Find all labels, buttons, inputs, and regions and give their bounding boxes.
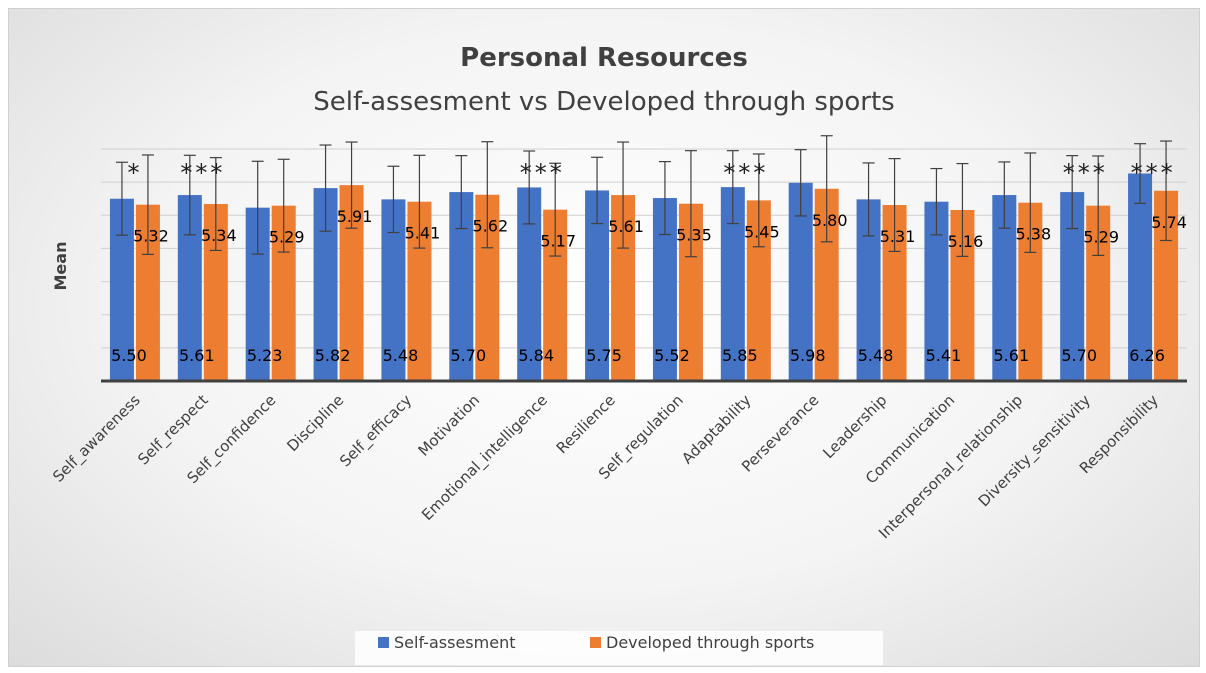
error-bars (115, 135, 1173, 258)
error-bar-self-assesment-discipline (319, 144, 332, 232)
x-tick-label-motivation: Motivation (415, 391, 484, 460)
error-bar-developed-through-sports-adaptability (752, 153, 765, 248)
data-label-developed-through-sports-self-awareness: 5.32 (133, 227, 169, 246)
data-label-self-assesment-emotional-intelligence: 5.84 (518, 346, 554, 365)
data-label-self-assesment-interpersonal-relationship: 5.61 (994, 346, 1030, 365)
data-label-self-assesment-self-respect: 5.61 (179, 346, 215, 365)
data-label-developed-through-sports-resilience: 5.61 (608, 217, 644, 236)
error-bar-self-assesment-resilience (591, 156, 604, 225)
error-bar-self-assesment-motivation (455, 155, 468, 230)
error-bar-developed-through-sports-self-efficacy (413, 154, 426, 249)
chart-title: Personal Resources (460, 43, 748, 73)
data-label-developed-through-sports-leadership: 5.31 (880, 227, 916, 246)
error-bar-developed-through-sports-leadership (888, 158, 901, 253)
error-bar-self-assesment-self-awareness (115, 161, 128, 236)
error-bar-self-assesment-responsibility (1134, 143, 1147, 204)
x-tick-label-diversity-sensitivity: Diversity_sensitivity (975, 391, 1095, 511)
legend-swatch-self-assesment (378, 637, 389, 648)
bar-self-assesment-responsibility (1128, 173, 1153, 381)
x-tick-label-self-awareness: Self_awareness (49, 391, 144, 486)
error-bar-developed-through-sports-resilience (617, 141, 630, 249)
error-bar-developed-through-sports-discipline (345, 141, 358, 229)
error-bar-self-assesment-diversity-sensitivity (1066, 155, 1079, 230)
error-bar-developed-through-sports-self-regulation (684, 150, 697, 258)
data-label-self-assesment-self-confidence: 5.23 (247, 346, 283, 365)
x-tick-label-adaptability: Adaptability (678, 391, 755, 468)
data-label-self-assesment-resilience: 5.75 (586, 346, 622, 365)
data-label-developed-through-sports-communication: 5.16 (948, 232, 984, 251)
error-bar-self-assesment-self-efficacy (387, 165, 400, 234)
x-tick-label-emotional-intelligence: Emotional_intelligence (418, 391, 552, 525)
significance-marker-emotional-intelligence: *** (520, 159, 565, 187)
chart-frame: Personal Resources Self-assesment vs Dev… (8, 8, 1200, 667)
data-label-developed-through-sports-self-regulation: 5.35 (676, 226, 712, 245)
data-label-developed-through-sports-adaptability: 5.45 (744, 222, 780, 241)
legend-box (355, 631, 883, 665)
data-label-developed-through-sports-interpersonal-relationship: 5.38 (1016, 225, 1052, 244)
significance-marker-diversity-sensitivity: *** (1063, 159, 1108, 187)
error-bar-self-assesment-interpersonal-relationship (998, 161, 1011, 229)
error-bar-self-assesment-adaptability (726, 150, 739, 225)
error-bar-developed-through-sports-communication (956, 162, 969, 257)
error-bar-developed-through-sports-self-respect (209, 157, 222, 252)
error-bar-developed-through-sports-emotional-intelligence (549, 162, 562, 257)
error-bar-developed-through-sports-self-confidence (277, 158, 290, 253)
bar-chart: Personal Resources Self-assesment vs Dev… (49, 43, 1187, 665)
data-label-self-assesment-leadership: 5.48 (858, 346, 894, 365)
data-label-self-assesment-motivation: 5.70 (451, 346, 487, 365)
legend-label-self-assesment: Self-assesment (394, 633, 515, 652)
error-bar-developed-through-sports-responsibility (1160, 140, 1173, 242)
y-axis-label: Mean (51, 242, 70, 291)
x-tick-labels: Self_awarenessSelf_respectSelf_confidenc… (49, 391, 1162, 543)
error-bar-self-assesment-self-regulation (658, 160, 671, 236)
x-tick-label-discipline: Discipline (283, 391, 347, 455)
x-tick-label-self-efficacy: Self_efficacy (336, 391, 416, 471)
x-tick-label-resilience: Resilience (553, 391, 619, 457)
error-bar-self-assesment-emotional-intelligence (523, 150, 536, 225)
data-label-self-assesment-self-regulation: 5.52 (654, 346, 690, 365)
data-label-self-assesment-diversity-sensitivity: 5.70 (1061, 346, 1097, 365)
error-bar-self-assesment-self-confidence (251, 160, 264, 255)
chart-subtitle: Self-assesment vs Developed through spor… (313, 87, 894, 117)
data-label-developed-through-sports-self-respect: 5.34 (201, 226, 237, 245)
legend: Self-assesment Developed through sports (355, 631, 883, 665)
data-label-developed-through-sports-emotional-intelligence: 5.17 (540, 232, 576, 251)
significance-marker-responsibility: *** (1131, 159, 1176, 187)
data-label-self-assesment-adaptability: 5.85 (722, 346, 758, 365)
data-label-self-assesment-communication: 5.41 (926, 346, 962, 365)
data-label-developed-through-sports-self-confidence: 5.29 (269, 228, 305, 247)
error-bar-developed-through-sports-diversity-sensitivity (1092, 155, 1105, 256)
data-labels: 5.50 5.32 5.61 5.34 5.23 5.29 5.82 5.91 5.48 5.41… (111, 207, 1187, 365)
data-label-developed-through-sports-perseverance: 5.80 (812, 211, 848, 230)
data-label-developed-through-sports-diversity-sensitivity: 5.29 (1083, 228, 1119, 247)
error-bar-self-assesment-self-respect (183, 154, 196, 236)
data-label-developed-through-sports-self-efficacy: 5.41 (405, 224, 441, 243)
error-bar-developed-through-sports-interpersonal-relationship (1024, 152, 1037, 254)
data-label-developed-through-sports-motivation: 5.62 (473, 217, 509, 236)
data-label-self-assesment-discipline: 5.82 (315, 346, 351, 365)
significance-marker-adaptability: *** (723, 159, 768, 187)
data-label-self-assesment-self-efficacy: 5.48 (383, 346, 419, 365)
x-tick-label-leadership: Leadership (819, 391, 890, 462)
data-label-self-assesment-self-awareness: 5.50 (111, 346, 147, 365)
error-bar-self-assesment-leadership (862, 162, 875, 237)
significance-markers: * *** *** *** *** *** (127, 159, 1176, 187)
data-label-self-assesment-perseverance: 5.98 (790, 346, 826, 365)
data-label-developed-through-sports-discipline: 5.91 (337, 207, 373, 226)
error-bar-developed-through-sports-self-awareness (141, 154, 154, 255)
data-label-self-assesment-responsibility: 6.26 (1129, 346, 1165, 365)
significance-marker-self-respect: *** (180, 159, 225, 187)
significance-marker-self-awareness: * (127, 159, 142, 187)
error-bar-developed-through-sports-motivation (481, 141, 494, 249)
error-bar-developed-through-sports-perseverance (820, 135, 833, 243)
legend-label-developed-through-sports: Developed through sports (606, 633, 814, 652)
legend-swatch-developed-through-sports (590, 637, 601, 648)
data-label-developed-through-sports-responsibility: 5.74 (1151, 213, 1187, 232)
error-bar-self-assesment-communication (930, 167, 943, 236)
error-bar-self-assesment-perseverance (794, 149, 807, 217)
